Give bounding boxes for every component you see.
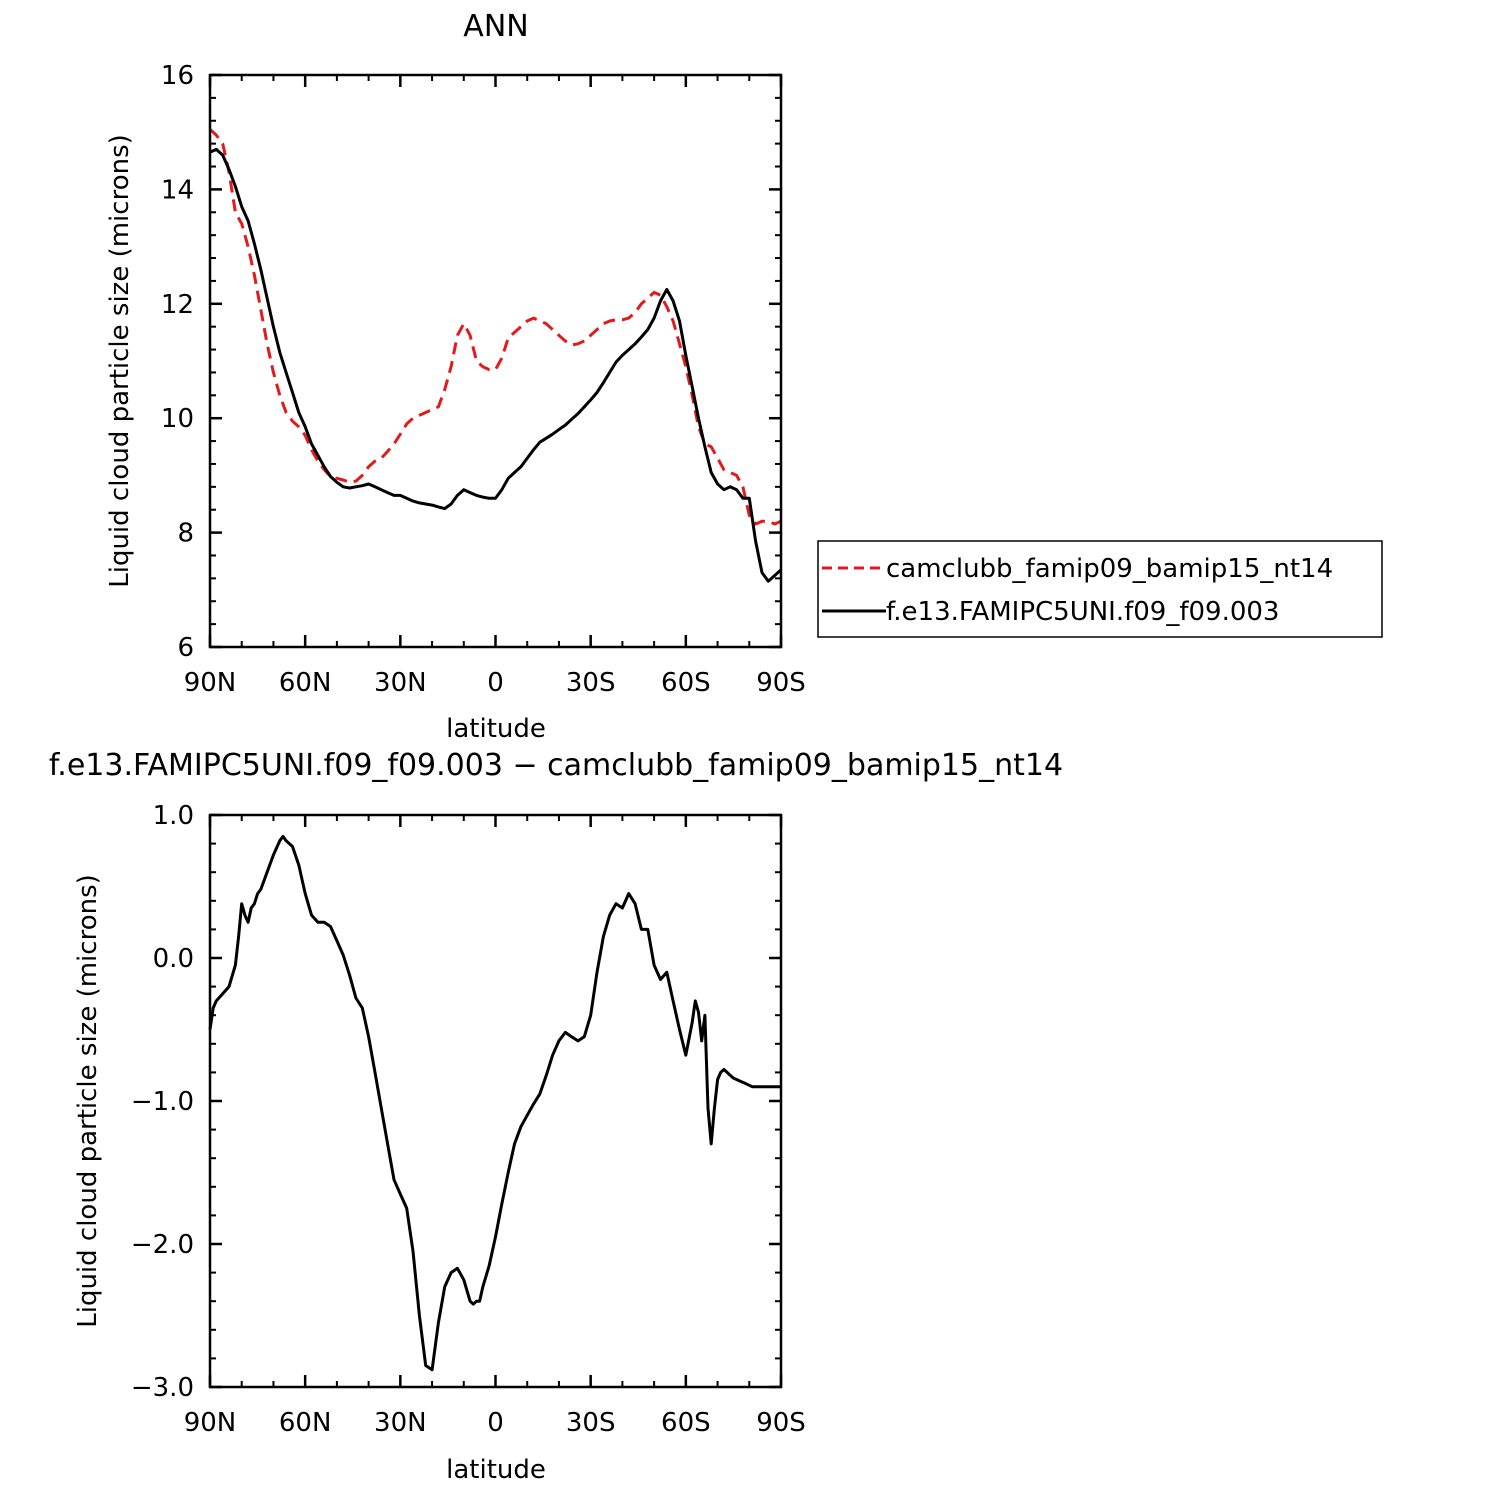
bottom-series-group [208,834,781,1372]
top-y-tick-label: 12 [161,290,194,320]
top-x-tick-label: 90N [184,668,237,698]
bottom-x-tick-labels: 90N 60N 30N 0 30S 60S 90S [184,1408,806,1438]
top-series-line-1 [209,147,783,583]
top-y-tick-label: 8 [177,519,194,549]
bottom-x-tick-label: 0 [487,1408,504,1438]
bottom-y-tick-label: 1.0 [153,801,194,831]
legend-label-camclubb: camclubb_famip09_bamip15_nt14 [886,554,1333,584]
top-y-tick-labels: 6 8 10 12 14 16 [161,61,194,663]
top-x-axis-label: latitude [446,714,546,744]
bottom-y-axis-label: Liquid cloud particle size (microns) [73,874,103,1328]
top-x-tick-label: 0 [487,668,504,698]
bottom-panel: f.e13.FAMIPC5UNI.f09_f09.003 − camclubb_… [49,748,1063,1485]
bottom-y-tick-label: −3.0 [131,1373,194,1403]
top-x-tick-label: 60N [279,668,332,698]
top-y-tick-label: 10 [161,404,194,434]
bottom-x-tick-label: 60N [279,1408,332,1438]
top-y-tick-label: 14 [161,175,194,205]
top-series-line-0 [208,128,782,526]
bottom-x-tick-label: 30S [566,1408,616,1438]
top-y-tick-label: 16 [161,61,194,91]
top-chart-title: ANN [463,9,528,44]
top-panel: ANN 90N 60N 30N 0 30S 60S 90S 6 8 10 12 14 16 latit… [105,9,1383,744]
bottom-y-tick-label: −1.0 [131,1087,194,1117]
top-tick-marks [208,73,783,649]
bottom-x-axis-label: latitude [446,1455,546,1485]
top-y-axis-label: Liquid cloud particle size (microns) [105,134,135,588]
bottom-plot-frame [208,813,783,1389]
bottom-y-tick-labels: 1.0 0.0 −1.0 −2.0 −3.0 [131,801,194,1403]
top-y-tick-label: 6 [177,633,194,663]
bottom-x-tick-label: 90S [756,1408,806,1438]
bottom-tick-marks [208,813,783,1389]
legend-label-famipc5uni: f.e13.FAMIPC5UNI.f09_f09.003 [886,597,1279,627]
top-x-tick-labels: 90N 60N 30N 0 30S 60S 90S [184,668,806,698]
legend-box [817,540,1383,638]
bottom-series-line-0 [208,834,781,1372]
top-x-tick-label: 90S [756,668,806,698]
top-series-group [208,128,783,583]
legend: camclubb_famip09_bamip15_nt14 f.e13.FAMI… [817,540,1383,638]
top-x-tick-label: 30S [566,668,616,698]
bottom-x-tick-label: 90N [184,1408,237,1438]
bottom-x-tick-label: 30N [374,1408,427,1438]
bottom-x-tick-label: 60S [661,1408,711,1438]
bottom-chart-title: f.e13.FAMIPC5UNI.f09_f09.003 − camclubb_… [49,748,1063,783]
bottom-y-tick-label: 0.0 [153,944,194,974]
top-x-tick-label: 60S [661,668,711,698]
top-x-tick-label: 30N [374,668,427,698]
bottom-y-tick-label: −2.0 [131,1230,194,1260]
top-plot-frame [208,73,783,649]
